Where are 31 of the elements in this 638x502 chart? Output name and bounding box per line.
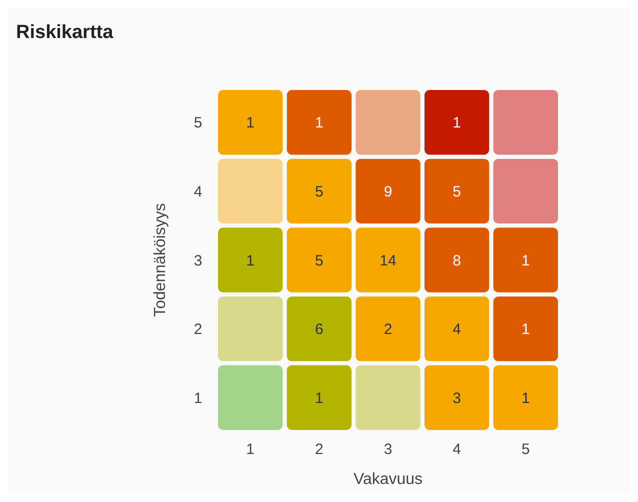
- y-tick-label: 5: [194, 114, 202, 132]
- x-tick-label: 3: [384, 441, 392, 458]
- data-label: 14: [380, 252, 396, 270]
- data-label: 5: [315, 183, 324, 200]
- x-tick-label: 2: [315, 441, 324, 458]
- data-label: 8: [452, 252, 461, 270]
- data-label: 9: [384, 183, 392, 200]
- y-axis-title: Todennäköisyys: [152, 203, 169, 317]
- y-tick-label: 3: [194, 252, 202, 270]
- x-axis-title: Vakavuus: [353, 471, 423, 488]
- data-label: 4: [452, 321, 461, 338]
- data-label: 1: [521, 321, 530, 338]
- x-tick-label: 1: [246, 441, 255, 458]
- data-label: 5: [452, 183, 461, 200]
- y-tick-label: 4: [194, 183, 202, 200]
- data-label: 5: [315, 252, 324, 270]
- data-label: 2: [384, 321, 392, 338]
- data-label: 1: [521, 390, 530, 407]
- data-label: 6: [315, 321, 324, 338]
- y-tick-label: 2: [194, 321, 202, 338]
- x-tick-label: 5: [521, 441, 530, 458]
- data-label: 1: [246, 252, 255, 270]
- data-label: 1: [315, 390, 324, 407]
- data-label: 1: [315, 114, 324, 132]
- data-label: 3: [452, 390, 461, 407]
- data-label: 1: [452, 114, 461, 132]
- y-tick-label: 1: [194, 390, 202, 407]
- data-label: 1: [246, 114, 255, 132]
- x-tick-label: 4: [452, 441, 461, 458]
- data-label: 1: [521, 252, 530, 270]
- chart-title: Riskikartta: [16, 22, 114, 43]
